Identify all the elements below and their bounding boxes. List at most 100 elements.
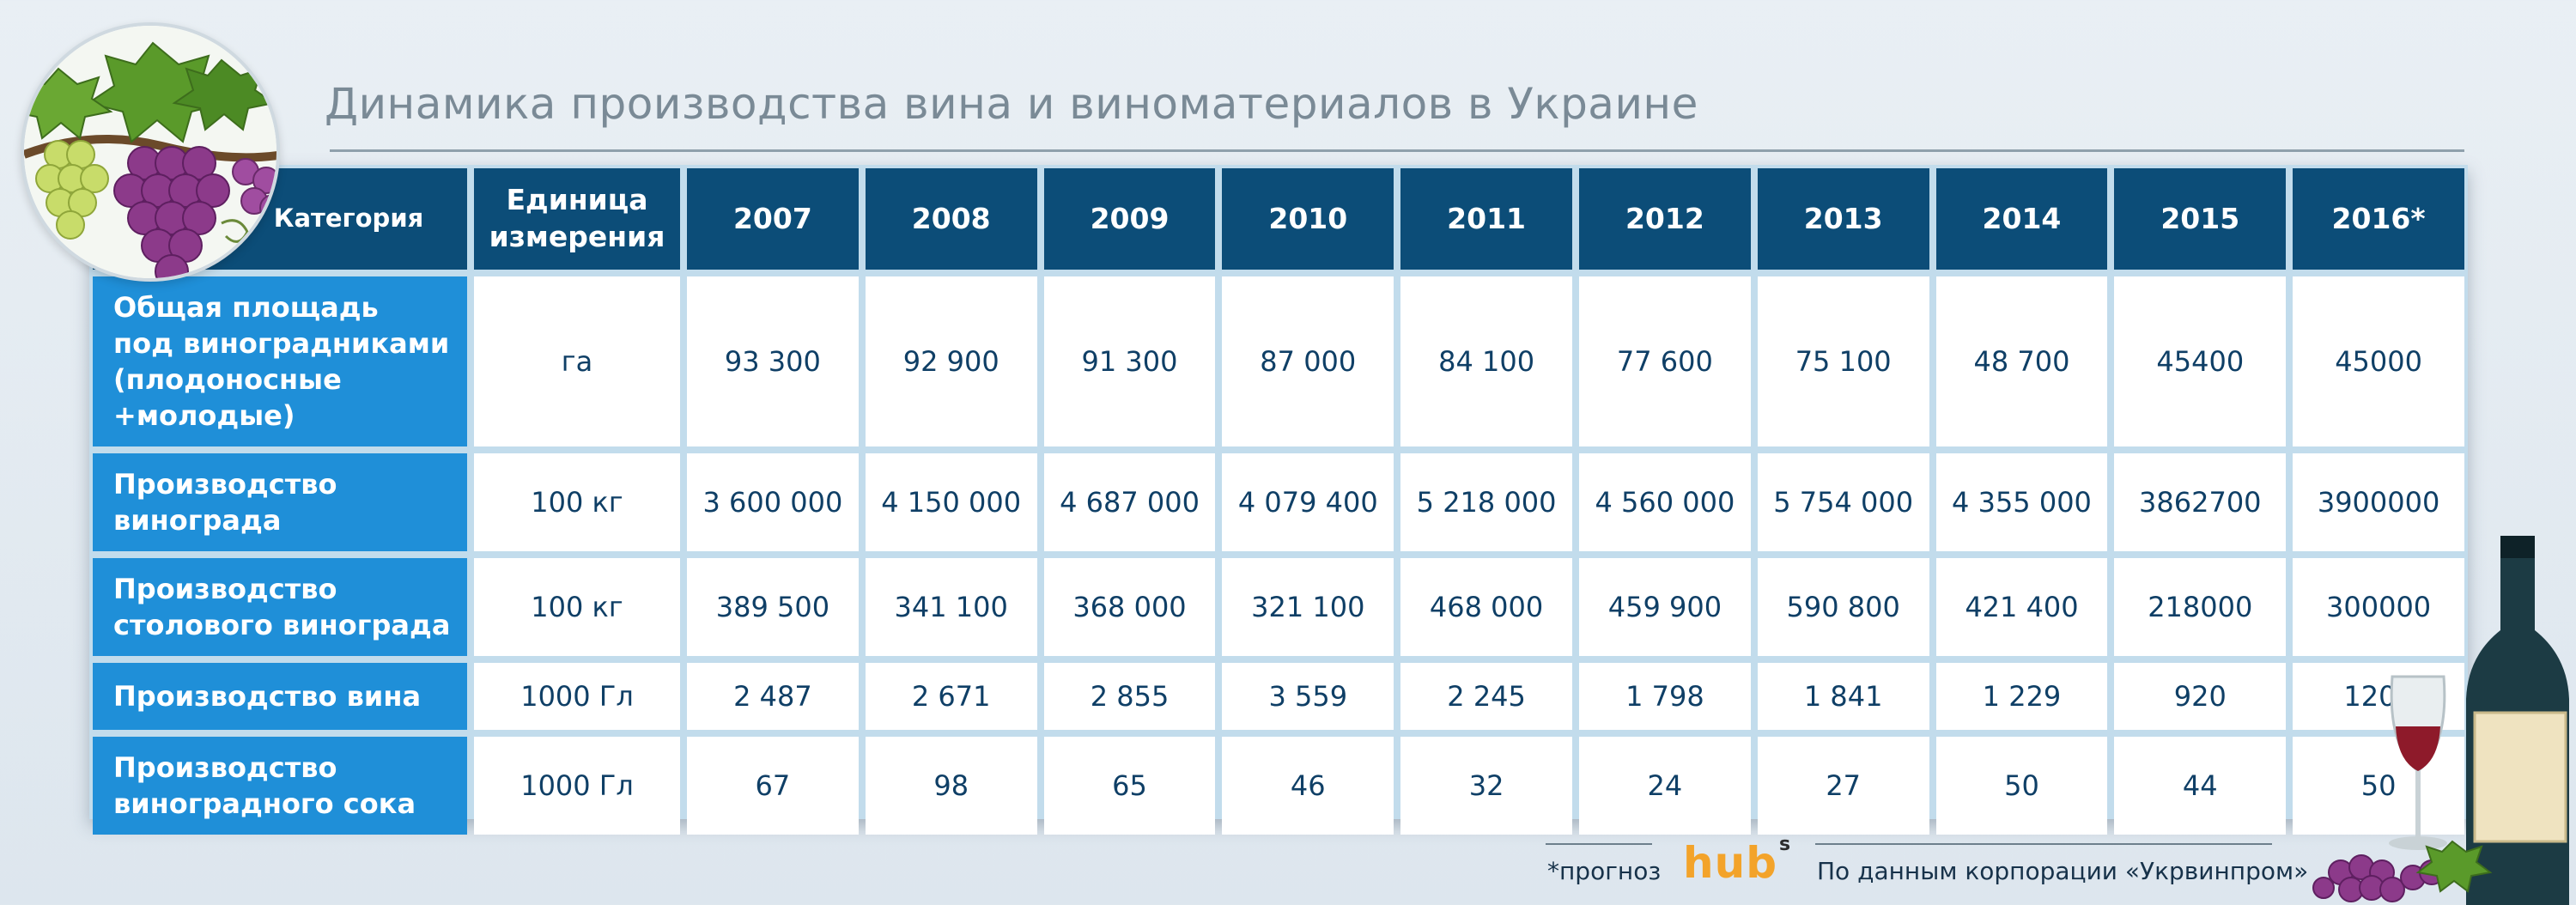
page-title: Динамика производства вина и виноматериа…: [325, 79, 1698, 129]
value-cell: 459 900: [1578, 558, 1751, 656]
hub-logo-sup: s: [1778, 834, 1792, 856]
value-cell: 50: [1935, 737, 2108, 835]
value-cell: 92 900: [865, 276, 1037, 446]
value-cell: 48 700: [1935, 276, 2108, 446]
value-cell: 3 559: [1222, 663, 1394, 730]
header-unit-line2: измерения: [489, 220, 665, 253]
value-cell: 98: [865, 737, 1037, 835]
value-cell: 421 400: [1935, 558, 2108, 656]
unit-cell: 1000 Гл: [474, 663, 680, 730]
header-year: 2014: [1935, 168, 2108, 270]
row-label: Общая площадь под виноградниками (плодонос…: [93, 276, 467, 446]
value-cell: 32: [1400, 737, 1572, 835]
value-cell: 1 841: [1757, 663, 1929, 730]
unit-cell: 100 кг: [474, 558, 680, 656]
value-cell: 77 600: [1578, 276, 1751, 446]
production-table: Категория Единица измерения 2007 2008 20…: [86, 161, 2471, 841]
value-cell: 4 560 000: [1578, 453, 1751, 551]
header-year: 2009: [1043, 168, 1216, 270]
unit-cell: 100 кг: [474, 453, 680, 551]
row-label: Производство винограда: [93, 453, 467, 551]
value-cell: 2 671: [865, 663, 1037, 730]
value-cell: 5 218 000: [1400, 453, 1572, 551]
value-cell: 91 300: [1043, 276, 1216, 446]
row-label-line: под виноградниками: [113, 326, 450, 360]
value-cell: 300000: [2293, 558, 2464, 656]
value-cell: 84 100: [1400, 276, 1572, 446]
grapes-badge-image: [21, 22, 280, 282]
value-cell: 218000: [2114, 558, 2287, 656]
header-year: 2010: [1222, 168, 1394, 270]
unit-cell: га: [474, 276, 680, 446]
header-year: 2012: [1578, 168, 1751, 270]
header-unit: Единица измерения: [474, 168, 680, 270]
value-cell: 5 754 000: [1757, 453, 1929, 551]
header-year: 2008: [865, 168, 1037, 270]
row-label-line: винограда: [113, 504, 282, 537]
footer-divider-right: [1815, 843, 2272, 845]
value-cell: 45000: [2293, 276, 2464, 446]
row-label-line: Общая площадь: [113, 290, 379, 324]
row-label: Производство столового винограда: [93, 558, 467, 656]
row-label-line: столового винограда: [113, 609, 451, 641]
value-cell: 2 245: [1400, 663, 1572, 730]
footer-divider-left: [1546, 843, 1652, 845]
value-cell: 4 079 400: [1222, 453, 1394, 551]
forecast-note: *прогноз: [1547, 857, 1662, 885]
row-label-line: Производство вина: [113, 679, 422, 713]
value-cell: 3862700: [2114, 453, 2287, 551]
row-label-line: Производство: [113, 467, 337, 501]
value-cell: 50: [2293, 737, 2464, 835]
table-row: Общая площадь под виноградниками (плодонос…: [93, 276, 2464, 446]
value-cell: 24: [1578, 737, 1751, 835]
value-cell: 368 000: [1043, 558, 1216, 656]
unit-cell: 1000 Гл: [474, 737, 680, 835]
value-cell: 468 000: [1400, 558, 1572, 656]
header-unit-line1: Единица: [506, 183, 648, 217]
value-cell: 3 600 000: [687, 453, 859, 551]
hub-logo: hubs: [1683, 834, 1791, 888]
value-cell: 45400: [2114, 276, 2287, 446]
hub-logo-text: hub: [1683, 838, 1777, 888]
row-label-line: Производство: [113, 572, 337, 605]
value-cell: 321 100: [1222, 558, 1394, 656]
row-label-line: виноградного сока: [113, 787, 416, 820]
value-cell: 44: [2114, 737, 2287, 835]
header-year: 2011: [1400, 168, 1572, 270]
value-cell: 4 355 000: [1935, 453, 2108, 551]
header-year: 2015: [2114, 168, 2287, 270]
row-label: Производство вина: [93, 663, 467, 730]
value-cell: 2 855: [1043, 663, 1216, 730]
table-row: Производство винограда 100 кг 3 600 000 4 15…: [93, 453, 2464, 551]
value-cell: 93 300: [687, 276, 859, 446]
wine-bottle-glass-image: [2306, 532, 2576, 905]
value-cell: 1 229: [1935, 663, 2108, 730]
header-year: 2016*: [2293, 168, 2464, 270]
source-note: По данным корпорации «Укрвинпром»: [1817, 857, 2309, 885]
title-underline: [330, 149, 2464, 152]
row-label-line: +молодые): [113, 399, 295, 433]
table-row: Производство столового винограда 100 кг 389…: [93, 558, 2464, 656]
row-label: Производство виноградного сока: [93, 737, 467, 835]
table-header-row: Категория Единица измерения 2007 2008 20…: [93, 168, 2464, 270]
value-cell: 341 100: [865, 558, 1037, 656]
value-cell: 2 487: [687, 663, 859, 730]
value-cell: 4 150 000: [865, 453, 1037, 551]
value-cell: 75 100: [1757, 276, 1929, 446]
production-table-container: Категория Единица измерения 2007 2008 20…: [89, 165, 2468, 835]
value-cell: 920: [2114, 663, 2287, 730]
value-cell: 87 000: [1222, 276, 1394, 446]
value-cell: 4 687 000: [1043, 453, 1216, 551]
value-cell: 46: [1222, 737, 1394, 835]
value-cell: 27: [1757, 737, 1929, 835]
value-cell: 1 798: [1578, 663, 1751, 730]
value-cell: 389 500: [687, 558, 859, 656]
row-label-line: Производство: [113, 750, 337, 784]
value-cell: 65: [1043, 737, 1216, 835]
table-row: Производство виноградного сока 1000 Гл 67 98…: [93, 737, 2464, 835]
header-year: 2013: [1757, 168, 1929, 270]
row-label-line: (плодоносные: [113, 363, 342, 396]
value-cell: 3900000: [2293, 453, 2464, 551]
header-year: 2007: [687, 168, 859, 270]
value-cell: 590 800: [1757, 558, 1929, 656]
